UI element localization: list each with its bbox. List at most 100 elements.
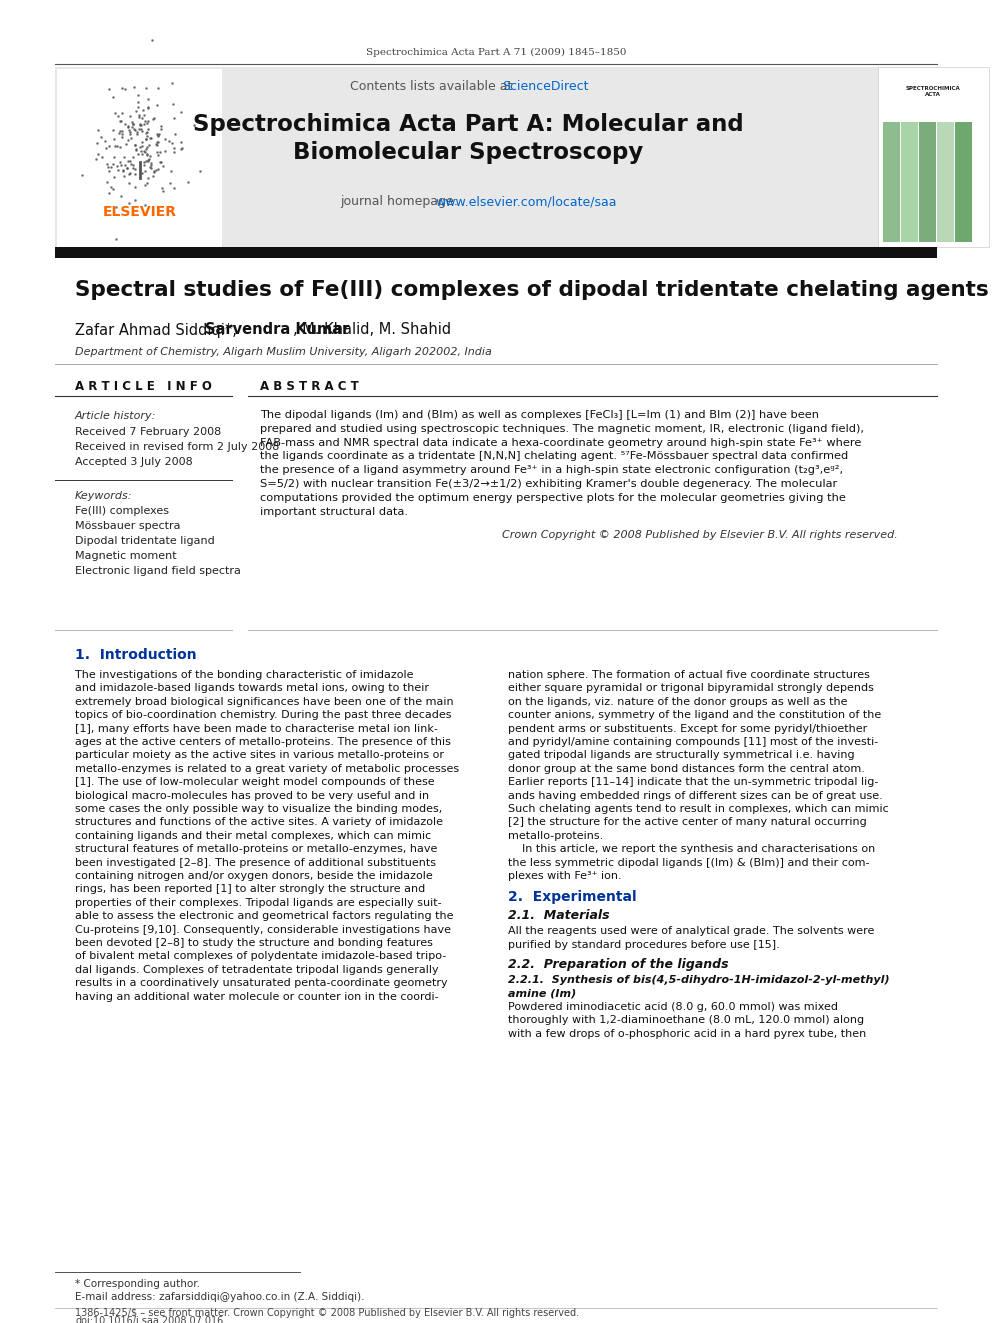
Point	[113, 111, 129, 132]
Point	[108, 228, 124, 249]
Point	[137, 194, 153, 216]
Point	[167, 142, 183, 163]
Point	[139, 120, 155, 142]
Point	[144, 29, 160, 50]
Point	[127, 135, 143, 156]
Text: 1.  Introduction: 1. Introduction	[75, 648, 196, 662]
Point	[116, 165, 132, 187]
Point	[74, 165, 90, 187]
Point	[153, 151, 169, 172]
Bar	[878, 67, 989, 247]
Point	[101, 79, 117, 101]
Point	[125, 114, 141, 135]
Point	[132, 107, 148, 128]
Text: Contents lists available at: Contents lists available at	[350, 79, 517, 93]
Point	[100, 157, 116, 179]
Point	[132, 112, 148, 134]
Point	[139, 124, 155, 146]
Point	[110, 159, 126, 180]
Point	[127, 120, 143, 142]
Point	[131, 105, 147, 126]
Point	[133, 114, 149, 135]
Point	[162, 172, 178, 193]
Point	[96, 131, 112, 152]
Point	[143, 152, 159, 173]
Point	[105, 153, 121, 175]
Point	[138, 128, 154, 149]
Text: rings, has been reported [1] to alter strongly the structure and: rings, has been reported [1] to alter st…	[75, 884, 426, 894]
Point	[99, 153, 115, 175]
Point	[143, 156, 159, 177]
Text: [2] the structure for the active center of many natural occurring: [2] the structure for the active center …	[508, 818, 867, 827]
Point	[134, 163, 150, 184]
Point	[141, 151, 157, 172]
Text: Zafar Ahmad Siddiqi*,: Zafar Ahmad Siddiqi*,	[75, 323, 241, 337]
Text: Department of Chemistry, Aligarh Muslim University, Aligarh 202002, India: Department of Chemistry, Aligarh Muslim …	[75, 347, 492, 357]
Point	[150, 77, 166, 98]
Point	[158, 140, 174, 161]
Text: gated tripodal ligands are structurally symmetrical i.e. having: gated tripodal ligands are structurally …	[508, 750, 855, 761]
Text: 2.1.  Materials: 2.1. Materials	[508, 909, 610, 922]
Text: [1], many efforts have been made to characterise metal ion link-: [1], many efforts have been made to char…	[75, 724, 437, 733]
Text: 2.2.1.  Synthesis of bis(4,5-dihydro-1H-imidazol-2-yl-methyl): 2.2.1. Synthesis of bis(4,5-dihydro-1H-i…	[508, 975, 890, 986]
Text: Magnetic moment: Magnetic moment	[75, 550, 177, 561]
Point	[125, 114, 141, 135]
Point	[155, 180, 171, 201]
Point	[106, 146, 122, 167]
Text: FAB-mass and NMR spectral data indicate a hexa-coordinate geometry around high-s: FAB-mass and NMR spectral data indicate …	[260, 438, 861, 447]
Point	[164, 132, 180, 153]
Point	[166, 177, 182, 198]
Point	[149, 131, 165, 152]
Text: Spectrochimica Acta Part A: Molecular and: Spectrochimica Acta Part A: Molecular an…	[192, 114, 743, 136]
Text: The dipodal ligands (Im) and (BIm) as well as complexes [FeCl₃] [L=Im (1) and BI: The dipodal ligands (Im) and (BIm) as we…	[260, 410, 819, 419]
Point	[127, 176, 143, 197]
Point	[140, 97, 156, 118]
Point	[123, 127, 139, 148]
Bar	[57, 69, 222, 247]
Point	[105, 119, 121, 140]
Text: some cases the only possible way to visualize the binding modes,: some cases the only possible way to visu…	[75, 804, 442, 814]
Point	[163, 160, 179, 181]
Point	[107, 103, 123, 124]
Point	[105, 179, 121, 200]
Point	[147, 160, 163, 181]
Point	[135, 107, 151, 128]
Point	[114, 120, 130, 142]
Text: Keywords:: Keywords:	[75, 491, 133, 501]
Point	[115, 159, 131, 180]
Point	[153, 118, 169, 139]
Text: metallo-enzymes is related to a great variety of metabolic processes: metallo-enzymes is related to a great va…	[75, 763, 459, 774]
Point	[122, 163, 138, 184]
Text: S=5/2) with nuclear transition Fe(±3/2→±1/2) exhibiting Kramer's double degenera: S=5/2) with nuclear transition Fe(±3/2→±…	[260, 479, 837, 490]
Point	[107, 136, 123, 157]
Text: having an additional water molecule or counter ion in the coordi-: having an additional water molecule or c…	[75, 992, 438, 1002]
Point	[120, 116, 136, 138]
Text: A B S T R A C T: A B S T R A C T	[260, 380, 359, 393]
Point	[117, 78, 133, 99]
Text: dal ligands. Complexes of tetradentate tripodal ligands generally: dal ligands. Complexes of tetradentate t…	[75, 964, 438, 975]
Point	[112, 110, 128, 131]
Point	[151, 123, 167, 144]
Point	[165, 73, 181, 94]
Text: purified by standard procedures before use [15].: purified by standard procedures before u…	[508, 939, 780, 950]
Point	[112, 120, 128, 142]
Point	[154, 151, 170, 172]
Point	[134, 135, 150, 156]
Point	[139, 144, 155, 165]
Point	[88, 148, 104, 169]
Text: Such chelating agents tend to result in complexes, which can mimic: Such chelating agents tend to result in …	[508, 804, 889, 814]
Point	[167, 123, 183, 144]
Point	[103, 177, 119, 198]
Point	[129, 138, 145, 159]
Text: results in a coordinatively unsaturated penta-coordinate geometry: results in a coordinatively unsaturated …	[75, 978, 447, 988]
Text: 1386-1425/$ – see front matter. Crown Copyright © 2008 Published by Elsevier B.V: 1386-1425/$ – see front matter. Crown Co…	[75, 1308, 579, 1318]
Text: ACTA: ACTA	[926, 93, 941, 98]
Point	[112, 136, 128, 157]
Point	[138, 151, 154, 172]
Bar	[937, 122, 954, 242]
Point	[174, 138, 189, 159]
Bar	[883, 122, 900, 242]
Text: Fe(III) complexes: Fe(III) complexes	[75, 505, 169, 516]
Bar	[901, 122, 918, 242]
Text: 2.  Experimental: 2. Experimental	[508, 890, 637, 905]
